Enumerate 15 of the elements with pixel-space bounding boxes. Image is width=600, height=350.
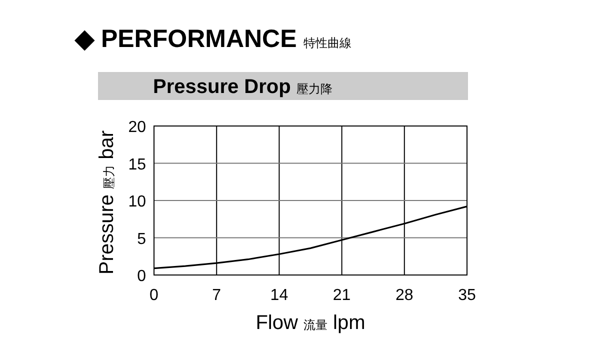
x-tick-label: 0 <box>150 287 159 304</box>
y-tick-label: 20 <box>128 119 146 136</box>
y-tick-label: 5 <box>137 230 146 248</box>
y-tick-label: 0 <box>137 268 146 285</box>
x-tick-label: 28 <box>396 287 414 304</box>
y-tick-label: 15 <box>128 156 146 174</box>
x-tick-label: 7 <box>212 287 222 304</box>
x-tick-label: 35 <box>458 287 476 304</box>
y-axis-title: Pressure 壓力 bar <box>96 130 118 275</box>
x-tick-label: 14 <box>270 287 288 304</box>
x-tick-label: 21 <box>332 287 351 304</box>
chart-title: ◆ PERFORMANCE 特性曲線 <box>74 25 352 53</box>
y-tick-label: 10 <box>128 194 146 210</box>
chart-subtitle: Pressure Drop 壓力降 <box>153 76 332 98</box>
x-axis-title: Flow 流量 lpm <box>256 312 366 334</box>
